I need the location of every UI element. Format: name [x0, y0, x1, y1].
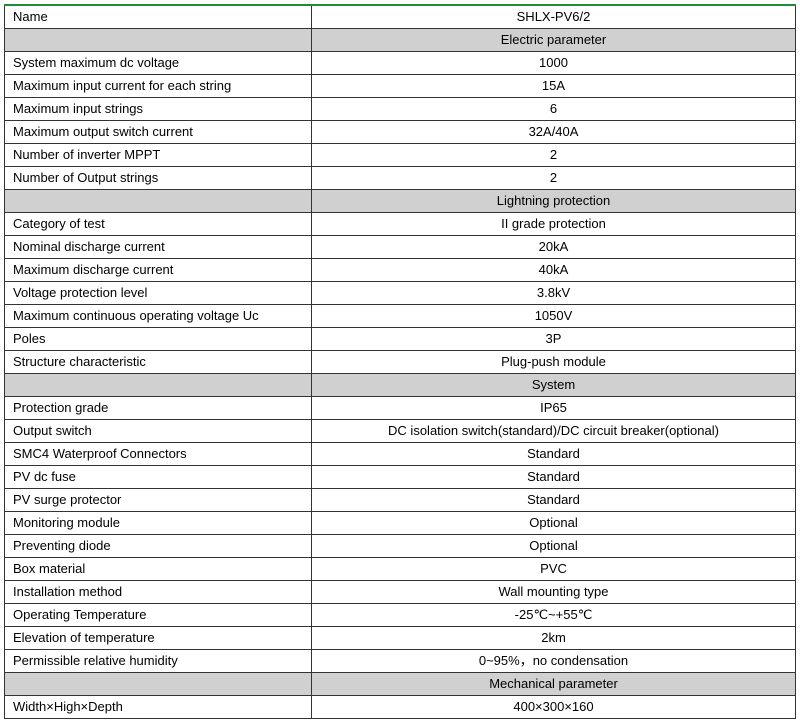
section-title: Electric parameter	[312, 29, 796, 52]
data-row: Protection gradeIP65	[5, 397, 796, 420]
param-value: 2km	[312, 627, 796, 650]
data-row: System maximum dc voltage1000	[5, 52, 796, 75]
section-row: Mechanical parameter	[5, 673, 796, 696]
section-spacer	[5, 29, 312, 52]
param-label: Maximum input current for each string	[5, 75, 312, 98]
param-value: 2	[312, 144, 796, 167]
data-row: Permissible relative humidity0~95%，no co…	[5, 650, 796, 673]
param-value: 2	[312, 167, 796, 190]
param-value: II grade protection	[312, 213, 796, 236]
data-row: Maximum input current for each string15A	[5, 75, 796, 98]
param-value: 32A/40A	[312, 121, 796, 144]
param-value: 3P	[312, 328, 796, 351]
param-value: Wall mounting type	[312, 581, 796, 604]
param-label: Maximum output switch current	[5, 121, 312, 144]
section-spacer	[5, 374, 312, 397]
param-label: Maximum continuous operating voltage Uc	[5, 305, 312, 328]
param-label: Installation method	[5, 581, 312, 604]
param-value: 1050V	[312, 305, 796, 328]
param-value: 1000	[312, 52, 796, 75]
param-value: Optional	[312, 535, 796, 558]
param-value: 20kA	[312, 236, 796, 259]
data-row: Category of testII grade protection	[5, 213, 796, 236]
data-row: Number of inverter MPPT2	[5, 144, 796, 167]
param-label: Voltage protection level	[5, 282, 312, 305]
param-label: Operating Temperature	[5, 604, 312, 627]
section-row: Lightning protection	[5, 190, 796, 213]
param-label: Width×High×Depth	[5, 696, 312, 719]
data-row: Box materialPVC	[5, 558, 796, 581]
param-value: Plug-push module	[312, 351, 796, 374]
data-row: PV dc fuseStandard	[5, 466, 796, 489]
data-row: Poles3P	[5, 328, 796, 351]
param-label: Box material	[5, 558, 312, 581]
param-label: Protection grade	[5, 397, 312, 420]
param-label: Elevation of temperature	[5, 627, 312, 650]
data-row: Installation methodWall mounting type	[5, 581, 796, 604]
param-value: 3.8kV	[312, 282, 796, 305]
param-label: System maximum dc voltage	[5, 52, 312, 75]
data-row: SMC4 Waterproof ConnectorsStandard	[5, 443, 796, 466]
param-value: -25℃~+55℃	[312, 604, 796, 627]
param-value: Optional	[312, 512, 796, 535]
param-value: 400×300×160	[312, 696, 796, 719]
data-row: Maximum discharge current40kA	[5, 259, 796, 282]
param-label: Maximum input strings	[5, 98, 312, 121]
data-row: Maximum input strings6	[5, 98, 796, 121]
param-value: DC isolation switch(standard)/DC circuit…	[312, 420, 796, 443]
data-row: Monitoring moduleOptional	[5, 512, 796, 535]
header-label: Name	[5, 5, 312, 29]
param-label: Output switch	[5, 420, 312, 443]
param-value: 15A	[312, 75, 796, 98]
param-label: Maximum discharge current	[5, 259, 312, 282]
param-label: Monitoring module	[5, 512, 312, 535]
section-row: System	[5, 374, 796, 397]
data-row: Structure characteristicPlug-push module	[5, 351, 796, 374]
data-row: Maximum output switch current32A/40A	[5, 121, 796, 144]
section-spacer	[5, 673, 312, 696]
data-row: Operating Temperature-25℃~+55℃	[5, 604, 796, 627]
spec-table: NameSHLX-PV6/2Electric parameterSystem m…	[4, 4, 796, 719]
param-value: 6	[312, 98, 796, 121]
section-title: Lightning protection	[312, 190, 796, 213]
data-row: Preventing diodeOptional	[5, 535, 796, 558]
data-row: Width×High×Depth400×300×160	[5, 696, 796, 719]
param-label: Preventing diode	[5, 535, 312, 558]
section-title: Mechanical parameter	[312, 673, 796, 696]
data-row: Nominal discharge current20kA	[5, 236, 796, 259]
param-value: 40kA	[312, 259, 796, 282]
data-row: Maximum continuous operating voltage Uc1…	[5, 305, 796, 328]
param-label: Number of inverter MPPT	[5, 144, 312, 167]
header-row: NameSHLX-PV6/2	[5, 5, 796, 29]
data-row: Number of Output strings2	[5, 167, 796, 190]
section-title: System	[312, 374, 796, 397]
param-value: Standard	[312, 443, 796, 466]
data-row: Elevation of temperature2km	[5, 627, 796, 650]
param-label: PV dc fuse	[5, 466, 312, 489]
param-value: IP65	[312, 397, 796, 420]
data-row: Output switchDC isolation switch(standar…	[5, 420, 796, 443]
param-label: Permissible relative humidity	[5, 650, 312, 673]
param-label: PV surge protector	[5, 489, 312, 512]
param-label: Nominal discharge current	[5, 236, 312, 259]
data-row: Voltage protection level3.8kV	[5, 282, 796, 305]
data-row: PV surge protectorStandard	[5, 489, 796, 512]
param-label: Number of Output strings	[5, 167, 312, 190]
param-label: SMC4 Waterproof Connectors	[5, 443, 312, 466]
header-value: SHLX-PV6/2	[312, 5, 796, 29]
param-label: Structure characteristic	[5, 351, 312, 374]
param-value: Standard	[312, 489, 796, 512]
param-label: Category of test	[5, 213, 312, 236]
param-value: PVC	[312, 558, 796, 581]
section-spacer	[5, 190, 312, 213]
param-value: 0~95%，no condensation	[312, 650, 796, 673]
section-row: Electric parameter	[5, 29, 796, 52]
param-label: Poles	[5, 328, 312, 351]
param-value: Standard	[312, 466, 796, 489]
